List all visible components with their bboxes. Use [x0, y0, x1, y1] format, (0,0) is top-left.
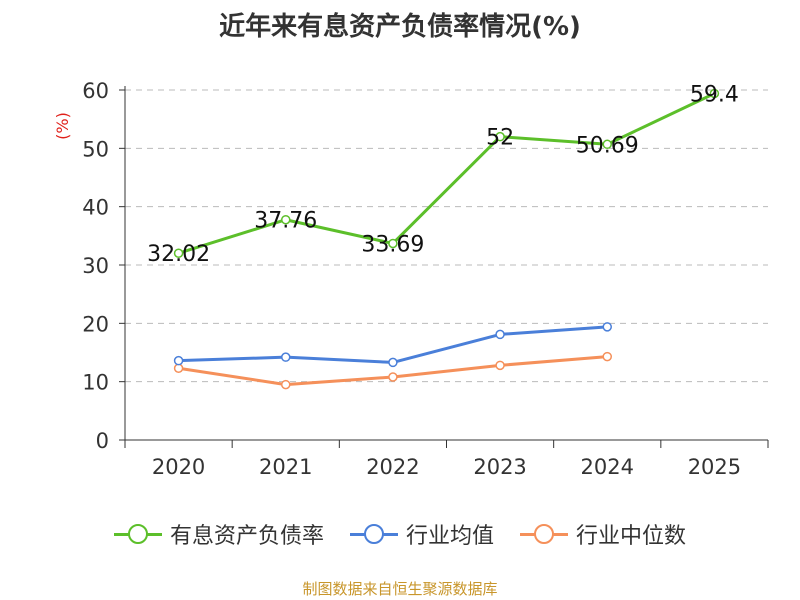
legend-label-industry-median: 行业中位数 [576, 524, 687, 549]
x-tick-label: 2021 [259, 455, 312, 479]
series-line [178, 92, 716, 255]
data-label: 37.76 [254, 209, 317, 234]
data-point [281, 379, 291, 390]
y-tick-label: 20 [82, 312, 109, 336]
y-tick-label: 60 [82, 79, 109, 103]
data-point [388, 238, 398, 249]
legend-marker-industry-mean [349, 524, 398, 544]
x-tick-label: 2022 [366, 455, 419, 479]
y-tick-label: 50 [82, 137, 109, 161]
source-note: 制图数据来自恒生聚源数据库 [302, 580, 498, 598]
legend-marker-industry-median [520, 524, 568, 544]
data-point [173, 248, 184, 258]
data-point [388, 372, 398, 382]
data-point [173, 363, 184, 373]
data-point [602, 322, 612, 332]
data-point [495, 329, 505, 340]
legend-item-industry-median[interactable]: 行业中位数 [520, 518, 686, 550]
data-point [495, 131, 505, 142]
legend-item-industry-mean[interactable]: 行业均值 [349, 518, 494, 550]
series-line [178, 325, 608, 364]
legend: 有息资产负债率 行业均值 行业中位数 [0, 518, 800, 550]
data-point [602, 351, 612, 362]
data-point [709, 88, 720, 99]
y-tick-label: 30 [82, 254, 109, 278]
data-label: 50.69 [576, 133, 639, 158]
data-point [281, 214, 291, 225]
chart-title: 近年来有息资产负债率情况(%) [219, 12, 581, 42]
y-tick-label: 10 [82, 371, 109, 395]
x-tick-label: 2020 [152, 455, 205, 479]
data-point [173, 355, 184, 366]
x-tick-label: 2024 [581, 455, 634, 479]
y-tick-label: 0 [96, 429, 109, 453]
legend-marker-debt-ratio [113, 524, 162, 544]
data-label: 33.69 [361, 232, 424, 257]
legend-item-debt-ratio[interactable]: 有息资产负债率 [113, 518, 324, 550]
data-label: 59.4 [690, 83, 739, 108]
data-point [602, 139, 612, 150]
data-point [495, 360, 505, 371]
x-tick-label: 2023 [473, 455, 526, 479]
data-label: 32.02 [147, 242, 210, 267]
y-tick-label: 40 [82, 196, 109, 220]
x-tick-label: 2025 [688, 455, 741, 479]
data-label: 52 [486, 126, 514, 151]
legend-label-debt-ratio: 有息资产负债率 [169, 524, 324, 549]
data-point [388, 357, 398, 368]
legend-label-industry-mean: 行业均值 [405, 524, 494, 549]
y-axis-label: (%) [53, 112, 72, 140]
data-point [281, 352, 291, 362]
